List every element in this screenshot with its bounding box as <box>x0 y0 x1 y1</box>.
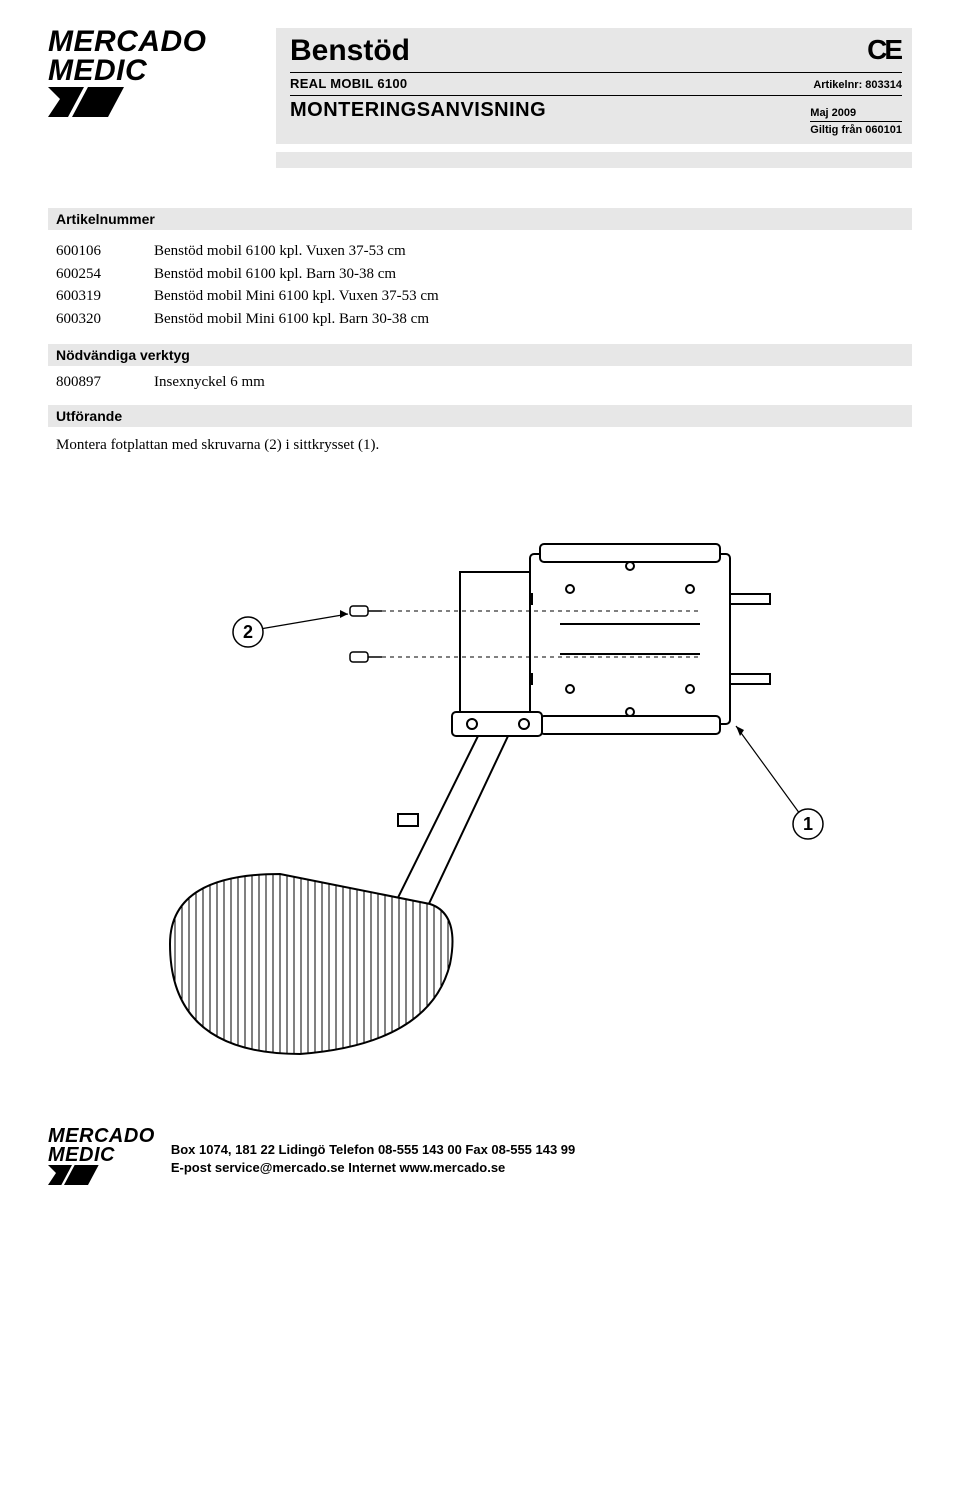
instruction-text: Montera fotplattan med skruvarna (2) i s… <box>56 437 912 454</box>
article-desc: Benstöd mobil Mini 6100 kpl. Barn 30-38 … <box>154 308 429 331</box>
table-row: 600106 Benstöd mobil 6100 kpl. Vuxen 37-… <box>56 240 912 263</box>
brand-logo: MERCADO MEDIC <box>48 28 258 122</box>
header-box: Benstöd CE REAL MOBIL 6100 Artikelnr: 80… <box>276 28 912 144</box>
footer: MERCADO MEDIC Box 1074, 181 22 Lidingö T… <box>48 1119 912 1190</box>
brand-line2: MEDIC <box>48 1146 155 1165</box>
article-code: 600254 <box>56 263 126 286</box>
header: MERCADO MEDIC Benstöd CE REAL MOBIL 6100… <box>48 28 912 168</box>
section-exec: Utförande <box>48 405 912 427</box>
article-desc: Benstöd mobil 6100 kpl. Vuxen 37-53 cm <box>154 240 406 263</box>
tool-code: 800897 <box>56 374 126 391</box>
logo-chevrons-icon <box>48 87 168 117</box>
brand-line1: MERCADO <box>48 28 258 57</box>
article-desc: Benstöd mobil Mini 6100 kpl. Vuxen 37-53… <box>154 285 439 308</box>
assembly-diagram: 2 1 <box>48 514 912 1079</box>
article-code: 600320 <box>56 308 126 331</box>
divider <box>290 72 902 73</box>
callout-2: 2 <box>243 622 253 642</box>
footer-logo: MERCADO MEDIC <box>48 1127 155 1190</box>
section-articles: Artikelnummer <box>48 208 912 230</box>
document-title: Benstöd <box>290 34 410 68</box>
issue-date: Maj 2009 <box>810 107 902 119</box>
article-code: 600319 <box>56 285 126 308</box>
callout-1: 1 <box>803 814 813 834</box>
valid-from: Giltig från 060101 <box>810 121 902 136</box>
section-tools: Nödvändiga verktyg <box>48 344 912 366</box>
tool-row: 800897 Insexnyckel 6 mm <box>56 374 912 391</box>
manual-title: MONTERINGSANVISNING <box>290 99 546 122</box>
logo-chevrons-icon <box>48 1165 128 1185</box>
ce-mark-icon: CE <box>867 34 902 66</box>
table-row: 600254 Benstöd mobil 6100 kpl. Barn 30-3… <box>56 263 912 286</box>
article-desc: Benstöd mobil 6100 kpl. Barn 30-38 cm <box>154 263 396 286</box>
table-row: 600319 Benstöd mobil Mini 6100 kpl. Vuxe… <box>56 285 912 308</box>
articles-table: 600106 Benstöd mobil 6100 kpl. Vuxen 37-… <box>56 240 912 330</box>
article-code: 600106 <box>56 240 126 263</box>
footer-text: Box 1074, 181 22 Lidingö Telefon 08-555 … <box>171 1141 575 1176</box>
model-line: REAL MOBIL 6100 <box>290 76 407 91</box>
table-row: 600320 Benstöd mobil Mini 6100 kpl. Barn… <box>56 308 912 331</box>
footer-line2: E-post service@mercado.se Internet www.m… <box>171 1159 575 1177</box>
article-number: Artikelnr: 803314 <box>813 79 902 91</box>
divider <box>290 95 902 96</box>
gray-bar <box>276 152 912 168</box>
date-block: Maj 2009 Giltig från 060101 <box>810 107 902 136</box>
tool-desc: Insexnyckel 6 mm <box>154 374 265 391</box>
brand-line2: MEDIC <box>48 57 258 86</box>
footer-line1: Box 1074, 181 22 Lidingö Telefon 08-555 … <box>171 1141 575 1159</box>
